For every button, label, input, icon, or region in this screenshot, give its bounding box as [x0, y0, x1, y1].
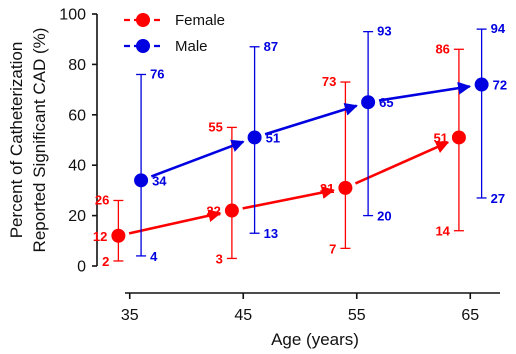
data-point: [338, 180, 353, 195]
legend-marker: [136, 39, 150, 53]
data-point: [224, 203, 239, 218]
data-point: [474, 77, 489, 92]
trend-arrow: [378, 81, 472, 102]
y-tick-label: 40: [68, 158, 86, 175]
low-value-label: 7: [329, 241, 336, 256]
x-axis-title: Age (years): [271, 330, 359, 349]
legend-item-female: Female: [124, 12, 225, 29]
y-tick-label: 20: [68, 208, 86, 225]
y-tick-label: 80: [68, 57, 86, 74]
high-value-label: 55: [208, 119, 222, 134]
y-tick-label: 60: [68, 107, 86, 124]
trend-arrow: [128, 209, 222, 235]
low-value-label: 13: [264, 226, 278, 241]
legend-label: Male: [175, 38, 208, 55]
high-value-label: 93: [377, 24, 391, 39]
point-value-label: 22: [206, 204, 220, 219]
legend-item-male: Male: [124, 38, 208, 55]
legend: Female Male: [124, 12, 225, 55]
data-point: [111, 228, 126, 243]
high-value-label: 26: [95, 192, 109, 207]
low-value-label: 3: [216, 251, 223, 266]
data-point: [247, 130, 262, 145]
point-value-label: 72: [493, 78, 507, 93]
low-value-label: 14: [435, 224, 450, 239]
data-point: [361, 95, 376, 110]
high-value-label: 76: [150, 66, 164, 81]
low-value-label: 27: [491, 191, 505, 206]
trend-arrow: [150, 139, 245, 178]
point-value-label: 12: [93, 229, 107, 244]
x-tick-label: 45: [234, 307, 252, 324]
plot-area: 26 12 2 55 22 3 73 31 7 86 51 14 76 34 4 87 51 13 93 65 20 94…: [93, 21, 507, 269]
y-ticks: 0 20 40 60 80 100: [59, 7, 97, 276]
point-value-label: 51: [433, 130, 447, 145]
low-value-label: 4: [150, 249, 158, 264]
trend-arrow: [242, 186, 335, 210]
high-value-label: 86: [435, 41, 449, 56]
high-value-label: 87: [264, 39, 278, 54]
x-tick-label: 55: [348, 307, 366, 324]
series-female: 26 12 2 55 22 3 73 31 7 86 51 14: [93, 41, 466, 269]
y-tick-label: 100: [59, 7, 86, 24]
trend-arrow: [354, 141, 450, 185]
series-male: 76 34 4 87 51 13 93 65 20 94 72 27: [134, 21, 507, 264]
x-ticks: 35 45 55 65: [121, 293, 479, 324]
y-axis-title: Percent of Catheterization: [7, 42, 26, 239]
x-tick-label: 35: [121, 307, 139, 324]
axes: [96, 14, 500, 294]
point-value-label: 65: [379, 95, 393, 110]
high-value-label: 73: [322, 74, 336, 89]
y-tick-label: 0: [77, 259, 86, 276]
data-point: [134, 173, 149, 188]
low-value-label: 20: [377, 209, 391, 224]
legend-label: Female: [175, 12, 225, 29]
data-point: [451, 130, 466, 145]
low-value-label: 2: [102, 254, 109, 269]
high-value-label: 94: [491, 21, 506, 36]
y-axis-title-line-2: Reported Significant CAD (%): [30, 28, 49, 253]
point-value-label: 31: [320, 181, 334, 196]
x-tick-label: 65: [461, 307, 479, 324]
point-value-label: 51: [266, 130, 280, 145]
trend-arrow: [264, 103, 358, 136]
point-value-label: 34: [152, 173, 167, 188]
legend-marker: [136, 13, 150, 27]
